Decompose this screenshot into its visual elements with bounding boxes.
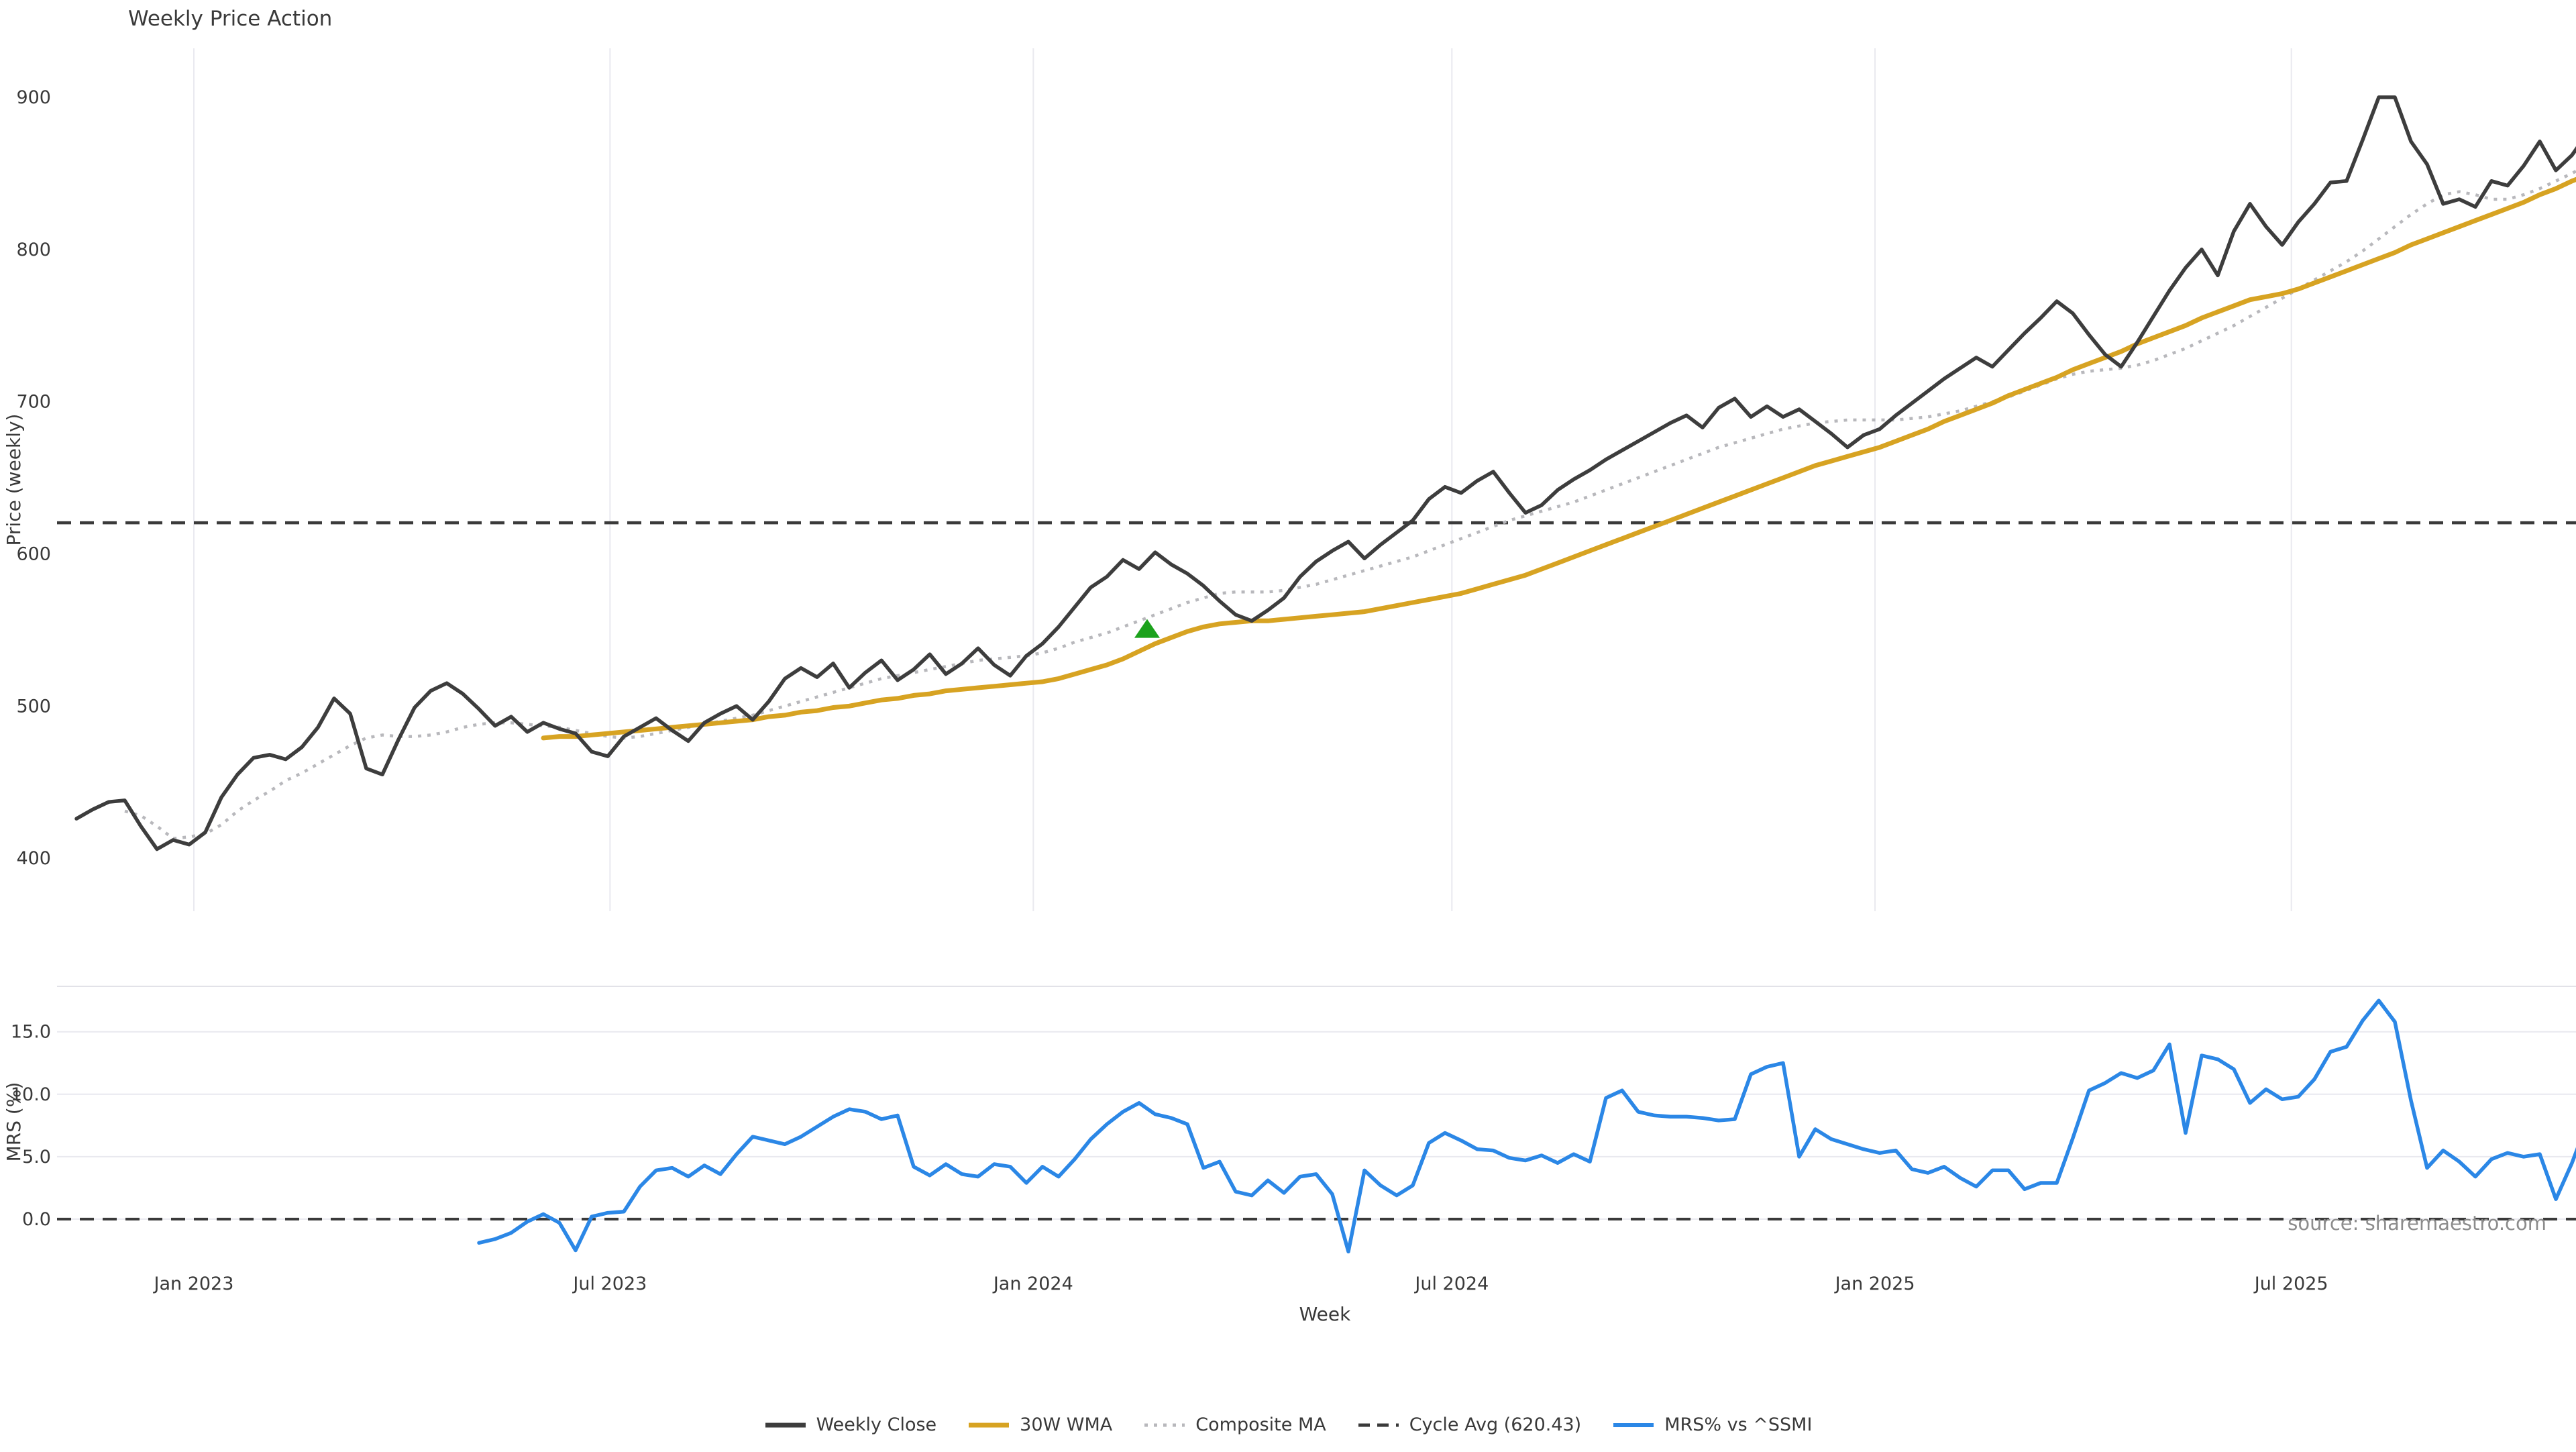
price-axis-title: Price (weekly) — [3, 414, 25, 546]
legend-swatch-solid-line-icon — [1613, 1422, 1654, 1427]
legend-swatch-dashed-line-icon — [1358, 1423, 1399, 1427]
legend-label: Weekly Close — [816, 1414, 937, 1435]
legend-label: Composite MA — [1195, 1414, 1326, 1435]
mrs-y-tick-label: 15.0 — [11, 1022, 51, 1043]
price-y-tick-label: 800 — [16, 240, 51, 260]
x-tick-label: Jan 2025 — [1834, 1274, 1915, 1294]
legend-swatch-dotted-line-icon — [1144, 1423, 1185, 1427]
legend-item: 30W WMA — [967, 1414, 1112, 1435]
x-axis-title: Week — [1299, 1303, 1351, 1325]
plot-layers: 400 500 600 700 800 900 0.0 5.0 10.0 15.0 Jan 2023… — [11, 48, 2576, 1294]
x-tick-label: Jul 2023 — [572, 1274, 647, 1294]
price-y-tick-label: 500 — [16, 696, 51, 717]
price-y-tick-label: 600 — [16, 543, 51, 564]
mrs-axis-title: MRS (%) — [3, 1082, 25, 1162]
legend-label: 30W WMA — [1020, 1414, 1113, 1435]
x-tick-label: Jul 2024 — [1413, 1274, 1489, 1294]
legend-item: Weekly Close — [764, 1414, 937, 1435]
legend-item: Composite MA — [1143, 1414, 1326, 1435]
mrs-y-tick-label: 0.0 — [22, 1209, 51, 1230]
buy-signal-marker-icon — [1134, 619, 1160, 638]
legend-label: MRS% vs ^SSMI — [1664, 1414, 1813, 1435]
mrs-y-tick-label: 10.0 — [11, 1084, 51, 1105]
mrs-line — [477, 998, 2576, 1254]
legend-swatch-solid-line-icon — [765, 1422, 806, 1427]
legend-label: Cycle Avg (620.43) — [1409, 1414, 1582, 1435]
x-tick-label: Jul 2025 — [2253, 1274, 2328, 1294]
chart-title: Weekly Price Action — [128, 7, 332, 31]
x-tick-label: Jan 2024 — [992, 1274, 1073, 1294]
legend-swatch-solid-line-icon — [969, 1422, 1010, 1427]
legend-item: MRS% vs ^SSMI — [1612, 1414, 1812, 1435]
chart-legend: Weekly Close 30W WMA Composite MA Cycle Avg… — [0, 1414, 2576, 1435]
price-y-tick-label: 700 — [16, 392, 51, 413]
source-note: source: sharemaestro.com — [2288, 1212, 2546, 1235]
price-y-tick-label: 900 — [16, 87, 51, 108]
wma-30w-line — [541, 176, 2576, 741]
price-y-tick-label: 400 — [16, 848, 51, 869]
weekly-close-line — [74, 95, 2576, 851]
x-tick-label: Jan 2023 — [152, 1274, 233, 1294]
composite-ma-line — [124, 169, 2576, 840]
mrs-y-tick-label: 5.0 — [22, 1147, 51, 1168]
legend-item: Cycle Avg (620.43) — [1357, 1414, 1582, 1435]
